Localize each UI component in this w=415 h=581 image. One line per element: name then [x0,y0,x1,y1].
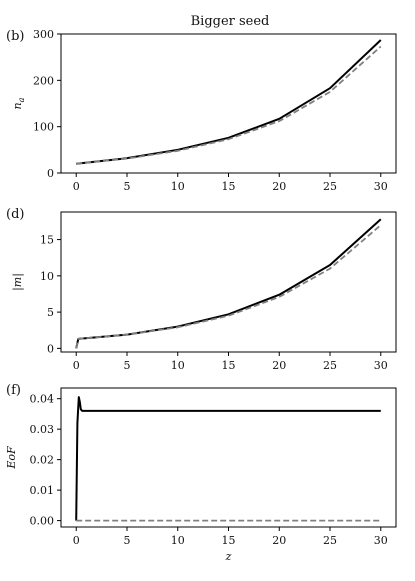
y-axis-label: EoF [5,446,18,470]
plot-area-d: 0 5 10 15 20 25 30 0 5 10 15 |m| [11,211,397,372]
y-tick-label: 10 [40,270,54,283]
series-line-dashed [75,224,382,349]
y-tick-label: 0.02 [30,454,55,467]
x-axis-label: z [225,550,232,563]
series-line-solid [75,218,382,349]
panel-label-f: (f) [6,383,21,398]
y-tick-label: 0.03 [30,423,55,436]
x-tick-label: 30 [374,534,388,547]
y-tick-label: 0.00 [30,515,55,528]
x-tick-label: 30 [374,359,388,372]
x-tick-label: 10 [171,180,185,193]
figure-title: Bigger seed [191,14,270,29]
series-line-solid [75,396,381,521]
series-line-solid [76,39,382,165]
panel-label-b: (b) [6,29,24,44]
y-axis-label: |m| [11,273,25,291]
axes-frame [60,33,397,174]
axes-frame [60,211,397,353]
y-tick-label: 300 [33,28,54,41]
x-tick-label: 15 [222,359,236,372]
y-tick-label: 0 [47,167,54,180]
x-tick-label: 0 [73,359,80,372]
x-tick-label: 25 [323,359,337,372]
axes-frame [60,387,397,528]
y-tick-label: 0 [47,342,54,355]
x-tick-label: 15 [222,180,236,193]
x-tick-label: 0 [73,180,80,193]
x-tick-label: 5 [123,180,130,193]
series-line-dashed [76,45,382,165]
plot-area-f: 0 5 10 15 20 25 30 0.00 0.01 0.02 0.03 0.04 EoF z [5,387,397,563]
y-tick-label: 200 [33,74,54,87]
x-tick-label: 5 [123,534,130,547]
y-tick-label: 0.04 [30,393,55,406]
x-tick-label: 20 [272,180,286,193]
x-tick-label: 25 [323,180,337,193]
x-tick-label: 20 [272,359,286,372]
x-tick-label: 5 [123,359,130,372]
x-tick-label: 10 [171,534,185,547]
panel-d: (d) 0 5 10 15 20 25 30 0 5 10 15 |m| [6,207,397,372]
x-tick-label: 30 [374,180,388,193]
x-tick-label: 15 [222,534,236,547]
x-tick-label: 25 [323,534,337,547]
y-tick-label: 15 [40,234,54,247]
x-tick-label: 0 [73,534,80,547]
y-axis-label: na [11,97,26,109]
x-tick-label: 20 [272,534,286,547]
y-tick-label: 5 [47,306,54,319]
y-tick-label: 100 [33,121,54,134]
panel-f: (f) 0 5 10 15 20 25 30 0.00 0.01 0.02 0.03 0.04 EoF z [5,383,397,563]
panel-label-d: (d) [6,207,24,222]
y-tick-label: 0.01 [30,484,55,497]
x-tick-label: 10 [171,359,185,372]
